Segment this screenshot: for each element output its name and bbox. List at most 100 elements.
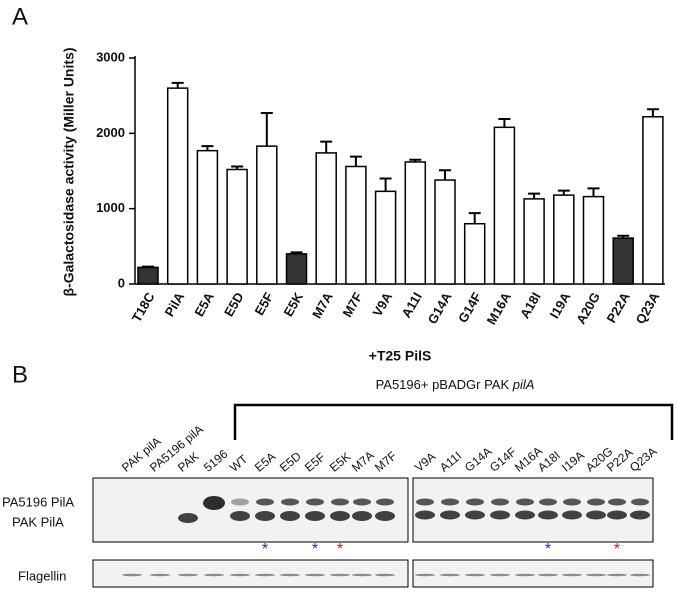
x-tick-label: E5D [221,290,247,319]
band [465,510,485,520]
row-label: Flagellin [18,568,66,583]
blot-title-text: PA5196+ pBADGr PAK [376,377,513,392]
band [490,573,510,577]
blot-box [92,559,409,588]
band [630,510,650,520]
band [178,513,198,523]
band [255,573,275,577]
asterisk: * [262,541,268,558]
band [538,510,558,520]
lane-label: G14F [487,445,519,475]
band [150,573,170,577]
lane-label: I19A [559,448,587,475]
band [491,498,509,506]
bar [256,145,278,285]
panel-label: A [12,3,28,30]
asterisk: * [337,541,343,558]
bar [612,237,634,285]
band [330,511,350,521]
band [230,573,250,577]
band [306,498,324,506]
band [440,573,460,577]
band [353,498,371,506]
band [562,573,582,577]
x-tick-label: A18I [517,290,544,321]
band [516,498,534,506]
band [631,498,649,506]
band [465,573,485,577]
band [415,510,435,520]
lane-label: E5K [327,449,353,474]
band [203,496,225,510]
lane-label: Q23A [627,444,660,474]
band [376,498,394,506]
band [630,573,650,577]
lane-label: M7A [349,448,377,475]
band [305,511,325,521]
y-tick-label: 2000 [96,125,125,140]
band [204,573,224,577]
bar [226,168,248,285]
band [538,573,558,577]
x-tick-label: M7A [309,289,336,321]
lane-label: E5D [277,449,304,475]
y-tick-label: 0 [118,275,125,290]
lane-label: G14A [462,444,495,474]
asterisk: * [614,541,620,558]
band [441,498,459,506]
band [515,510,535,520]
lane-label: WT [227,452,251,475]
x-tick-label: G14F [455,290,484,326]
bar [553,194,575,285]
bar [285,253,308,285]
y-tick-label: 3000 [96,49,125,64]
band [305,573,325,577]
band [375,573,395,577]
lane-label: V9A [412,449,438,474]
band [255,511,275,521]
band [331,498,349,506]
band [539,498,557,506]
x-tick-label: E5K [280,289,306,319]
band [256,498,274,506]
error-bar [557,189,570,196]
band [352,511,372,521]
x-tick-label: A11I [399,290,425,321]
band [375,511,395,521]
row-label: PA5196 PilA [2,494,74,509]
blot-box [412,559,654,588]
blot-title-italic: pilA [512,377,535,392]
band [416,498,434,506]
bar [493,126,516,285]
row-label: PAK PilA [12,514,64,529]
x-tick-label: PilA [162,289,188,319]
bar [642,116,664,285]
error-bar [439,169,451,181]
x-tick-label: P22A [604,289,634,325]
error-bar [171,81,184,89]
band [608,498,626,506]
x-tick-label: E5F [251,290,276,318]
band [230,511,250,521]
band [231,498,249,506]
bar [434,179,456,285]
error-bar [587,187,600,197]
lane-label: A11I [437,449,464,475]
band [562,510,582,520]
x-tick-label: E5A [191,289,217,319]
band [490,510,510,520]
lane-label: E5F [302,450,328,475]
error-bar [320,140,333,153]
x-tick-label: A20G [573,290,603,327]
band [466,498,484,506]
bar [137,266,159,285]
band [280,573,300,577]
bar [463,222,486,285]
band [280,511,300,521]
band [330,573,350,577]
band [563,498,581,506]
error-bar [201,145,214,151]
x-tick-label: G14A [425,289,455,326]
blot-title: PA5196+ pBADGr PAK pilA [376,377,535,392]
x-tick-label: M16A [484,289,515,327]
